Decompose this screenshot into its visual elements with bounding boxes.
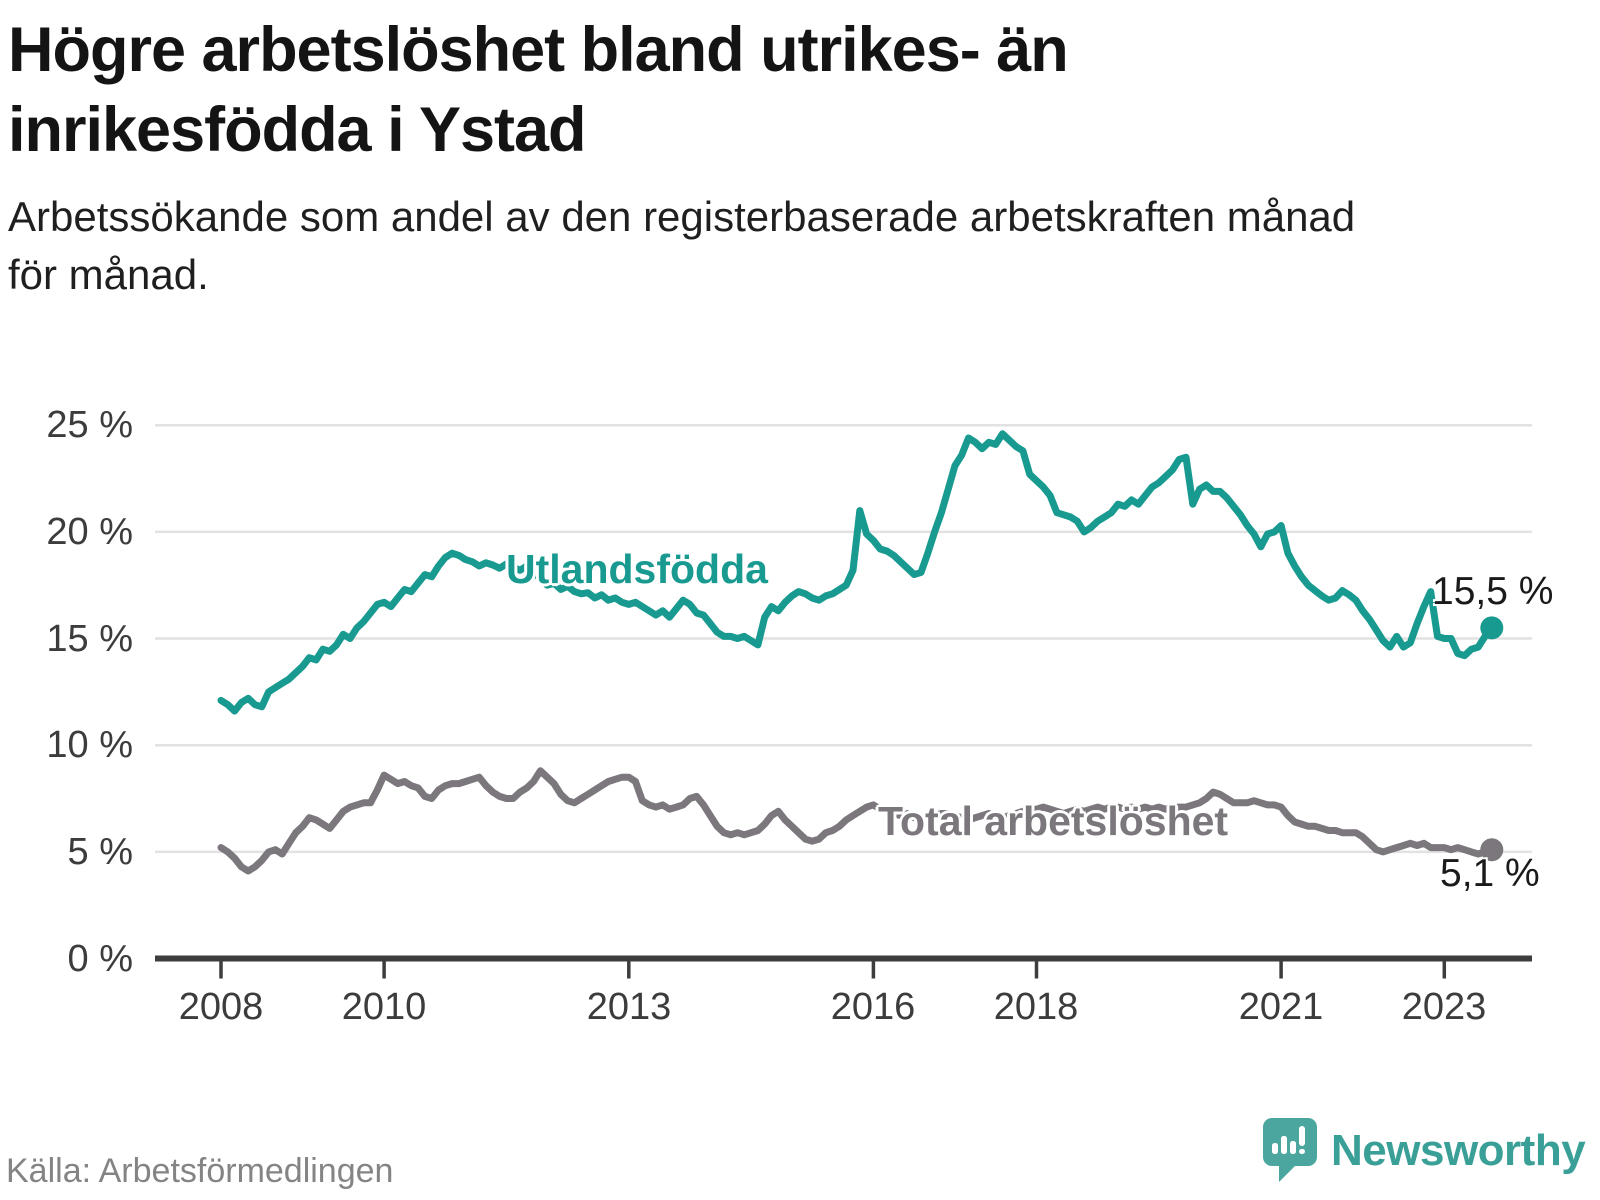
series-label-total-arbetsloshet: Total arbetslöshet: [878, 798, 1229, 844]
chart-subtitle-line1: Arbetssökande som andel av den registerb…: [8, 193, 1356, 240]
x-axis-label-2023: 2023: [1401, 986, 1487, 1028]
x-axis-label-2010: 2010: [341, 986, 427, 1028]
x-axis-label-2018: 2018: [993, 986, 1079, 1028]
x-axis-label-2008: 2008: [178, 986, 264, 1028]
y-axis-label-10: 10 %: [46, 724, 133, 766]
y-axis-label-0: 0 %: [67, 938, 133, 980]
y-axis-label-20: 20 %: [46, 511, 133, 553]
newsworthy-logo-icon: [1263, 1118, 1317, 1182]
page-title-line1: Högre arbetslöshet bland utrikes- än: [8, 15, 1069, 85]
y-axis-label-5: 5 %: [67, 831, 133, 873]
x-axis-label-2021: 2021: [1238, 986, 1324, 1028]
page-title: Högre arbetslöshet bland utrikes- än inr…: [8, 10, 1588, 170]
chart-subtitle-line2: för månad.: [8, 251, 209, 298]
x-axis-label-2013: 2013: [586, 986, 672, 1028]
page-title-line2: inrikesfödda i Ystad: [8, 95, 587, 165]
series-label-utlandsfodda: Utlandsfödda: [506, 546, 768, 592]
chart-subtitle: Arbetssökande som andel av den registerb…: [8, 188, 1588, 304]
value-label-total-arbetsloshet: 5,1 %: [1440, 852, 1540, 895]
newsworthy-logo[interactable]: Newsworthy: [1263, 1118, 1586, 1184]
y-axis-label-25: 25 %: [46, 404, 133, 446]
x-axis-label-2016: 2016: [830, 986, 916, 1028]
value-label-utlandsfodda: 15,5 %: [1432, 570, 1554, 613]
y-axis-label-15: 15 %: [46, 618, 133, 660]
newsworthy-wordmark: Newsworthy: [1331, 1126, 1586, 1175]
source-note: Källa: Arbetsförmedlingen: [6, 1152, 394, 1190]
